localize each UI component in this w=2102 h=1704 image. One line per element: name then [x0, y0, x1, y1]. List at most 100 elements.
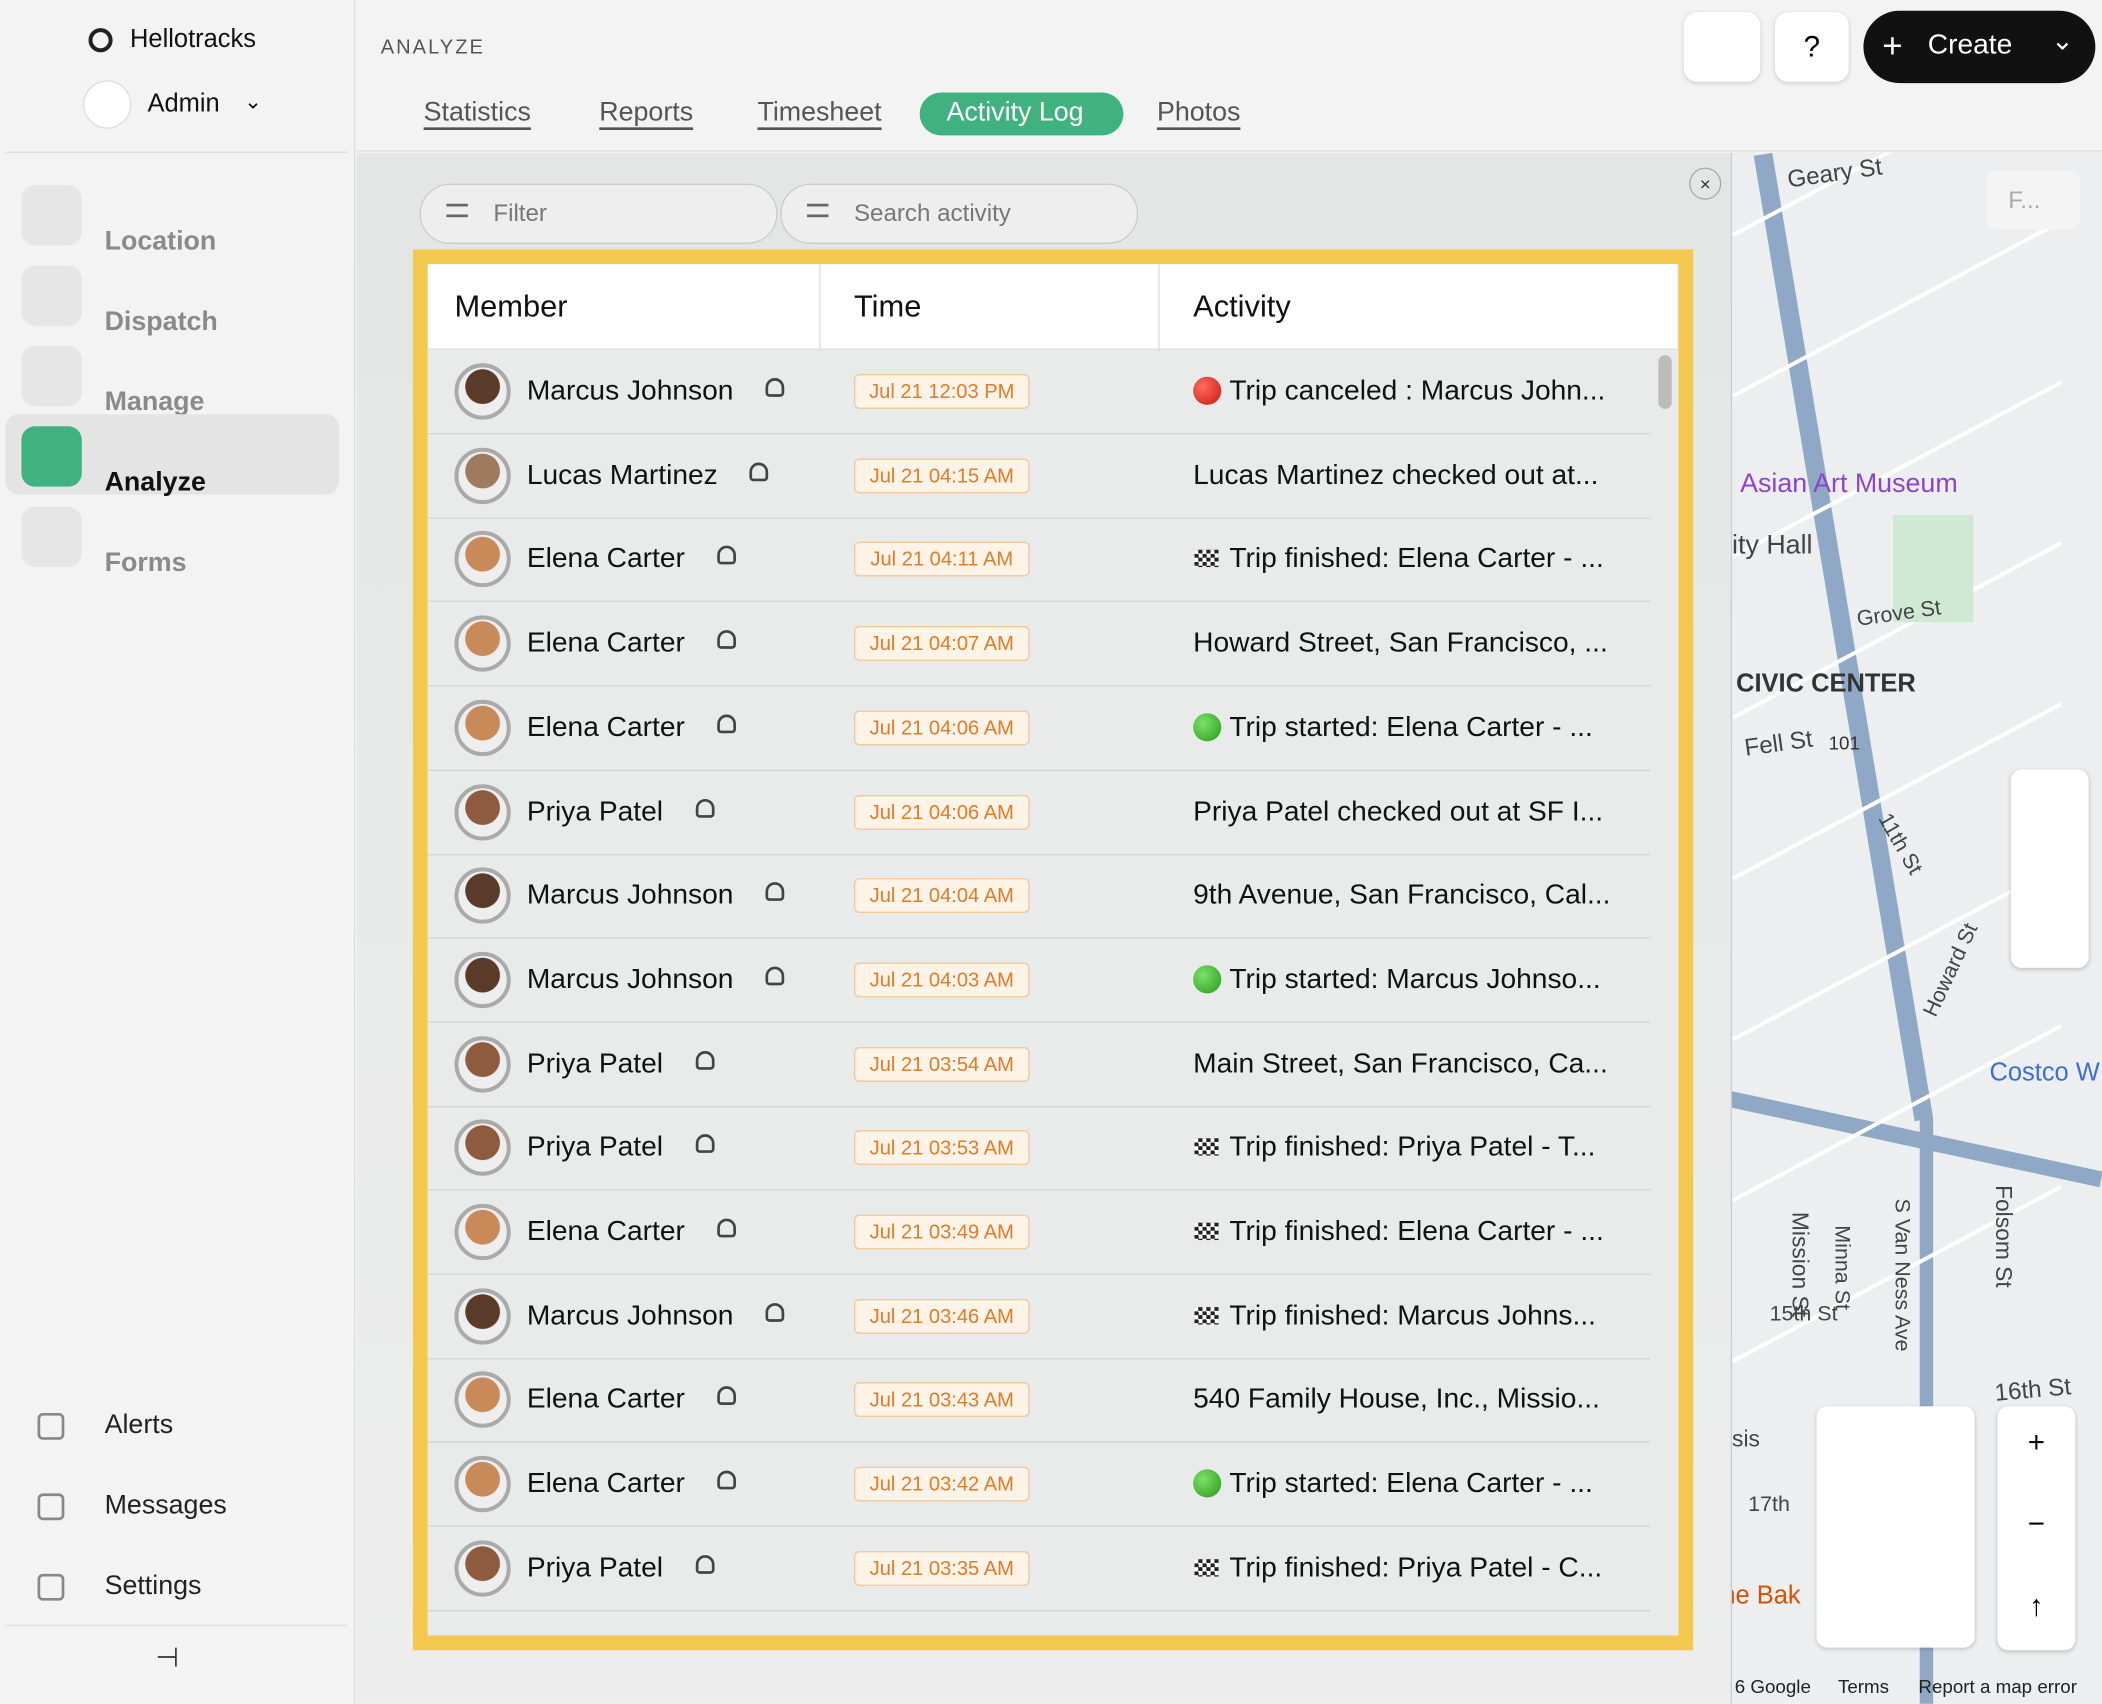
member-name: Elena Carter: [526, 1468, 685, 1499]
nav-item[interactable]: Messages: [104, 1490, 227, 1521]
member-icon: [695, 1050, 715, 1070]
map-label: ne Bak: [1732, 1581, 1801, 1611]
avatar: [454, 615, 511, 672]
map-footer: 6 Google: [1734, 1675, 1811, 1698]
search-label: Search activity: [853, 199, 1011, 227]
map-label: Fell St: [1742, 725, 1815, 762]
row-divider: [427, 1525, 1651, 1528]
member-icon: [717, 714, 736, 734]
activity-text: Trip started: Elena Carter - ...: [1229, 1468, 1593, 1499]
avatar: [454, 1371, 511, 1429]
activity-text: Trip finished: Priya Patel - T...: [1229, 1131, 1596, 1163]
zoom-controls[interactable]: + − ↑: [1997, 1406, 2076, 1651]
row-divider: [427, 1357, 1651, 1359]
create-button[interactable]: + Create ⌄: [1863, 10, 2096, 84]
map-label: 15th St: [1769, 1303, 1838, 1326]
member-icon: [765, 882, 785, 902]
time-badge: Jul 21 03:43 AM: [853, 1382, 1030, 1418]
table-frame: Member Time Activity Marcus Johnson Jul 21 1…: [412, 249, 1694, 1651]
time-badge: Jul 21 04:07 AM: [853, 626, 1030, 662]
ai-button[interactable]: [1683, 12, 1761, 82]
map-label: ity Hall: [1732, 530, 1813, 561]
time-badge: Jul 21 04:03 AM: [853, 962, 1030, 998]
nav-item[interactable]: Dispatch: [104, 306, 218, 337]
nav-icon: [37, 1412, 65, 1440]
map-label: 101: [1828, 731, 1860, 754]
layers-panel[interactable]: [1816, 1406, 1975, 1648]
map-label: 17th: [1748, 1493, 1790, 1517]
zoom-button[interactable]: +: [2027, 1425, 2045, 1459]
map-search[interactable]: F...: [1986, 170, 2081, 230]
tab[interactable]: Reports: [599, 97, 694, 128]
nav-item[interactable]: Analyze: [104, 467, 206, 498]
activity-text: Howard Street, San Francisco, ...: [1193, 627, 1608, 659]
map-label: Asian Art Museum: [1740, 469, 1958, 499]
filter-icon: [446, 203, 468, 218]
zoom-button[interactable]: ↑: [2028, 1588, 2044, 1623]
member-name: Elena Carter: [526, 711, 685, 743]
user-name[interactable]: Admin: [147, 89, 220, 118]
tab[interactable]: Activity Log: [946, 97, 1084, 128]
nav-icon: [21, 265, 82, 326]
member-icon: [717, 630, 736, 649]
nav-item[interactable]: Settings: [104, 1571, 202, 1601]
member-icon: [749, 462, 769, 481]
create-label[interactable]: Create: [1927, 29, 2013, 61]
tab[interactable]: Photos: [1156, 97, 1241, 128]
row-divider: [427, 1273, 1651, 1275]
flag-icon: [1194, 1138, 1219, 1156]
status-dot: [1193, 965, 1222, 994]
time-badge: Jul 21 03:49 AM: [853, 1214, 1030, 1250]
avatar: [454, 531, 511, 588]
row-divider: [427, 517, 1651, 519]
row-divider: [427, 937, 1651, 939]
member-name: Marcus Johnson: [526, 1299, 734, 1331]
map-footer[interactable]: Terms: [1837, 1675, 1890, 1698]
avatar: [454, 447, 511, 504]
avatar: [454, 867, 511, 924]
member-name: Marcus Johnson: [526, 963, 734, 995]
divider: [5, 151, 348, 153]
status-dot: [1193, 1469, 1222, 1498]
row-divider: [427, 1021, 1651, 1023]
row-divider: [427, 1609, 1651, 1612]
nav-item[interactable]: Alerts: [104, 1410, 174, 1440]
avatar: [454, 1540, 511, 1597]
avatar: [454, 1203, 511, 1261]
time-badge: Jul 21 04:11 AM: [853, 542, 1030, 577]
map-label: sis: [1732, 1426, 1760, 1452]
user-avatar: [83, 80, 132, 129]
nav-icon: [37, 1493, 65, 1521]
brand-name: Hellotracks: [130, 25, 257, 54]
search-input[interactable]: [780, 183, 1139, 244]
avatar: [454, 363, 511, 420]
member-icon: [765, 966, 785, 986]
row-divider: [427, 1189, 1651, 1191]
zoom-button[interactable]: −: [2027, 1506, 2045, 1541]
column-header: Time: [853, 288, 922, 324]
nav-item[interactable]: Manage: [104, 387, 205, 417]
nav-item[interactable]: Location: [104, 226, 217, 257]
map-label: Minna St: [1829, 1225, 1853, 1310]
member-icon: [765, 1302, 785, 1322]
tab[interactable]: Timesheet: [757, 97, 882, 128]
status-dot: [1193, 712, 1222, 742]
member-name: Elena Carter: [526, 1215, 685, 1247]
nav-item[interactable]: Forms: [104, 548, 187, 578]
filter-input[interactable]: [419, 183, 778, 244]
tab[interactable]: Statistics: [423, 97, 531, 128]
activity-text: Trip finished: Elena Carter - ...: [1229, 543, 1604, 575]
map-tools[interactable]: [2010, 769, 2089, 968]
help-button[interactable]: ?: [1774, 12, 1849, 82]
nav-icon: [21, 506, 82, 568]
map-label: CIVIC CENTER: [1736, 670, 1916, 699]
member-name: Priya Patel: [526, 795, 663, 827]
activity-text: 9th Avenue, San Francisco, Cal...: [1193, 879, 1611, 911]
park: [1892, 514, 1974, 623]
row-divider: [427, 853, 1651, 855]
tab-active-bg: [919, 92, 1124, 136]
status-dot: [1193, 376, 1222, 405]
flag-icon: [1194, 1306, 1219, 1325]
close-button[interactable]: ×: [1689, 167, 1722, 200]
map-footer[interactable]: Report a map error: [1918, 1675, 2077, 1698]
